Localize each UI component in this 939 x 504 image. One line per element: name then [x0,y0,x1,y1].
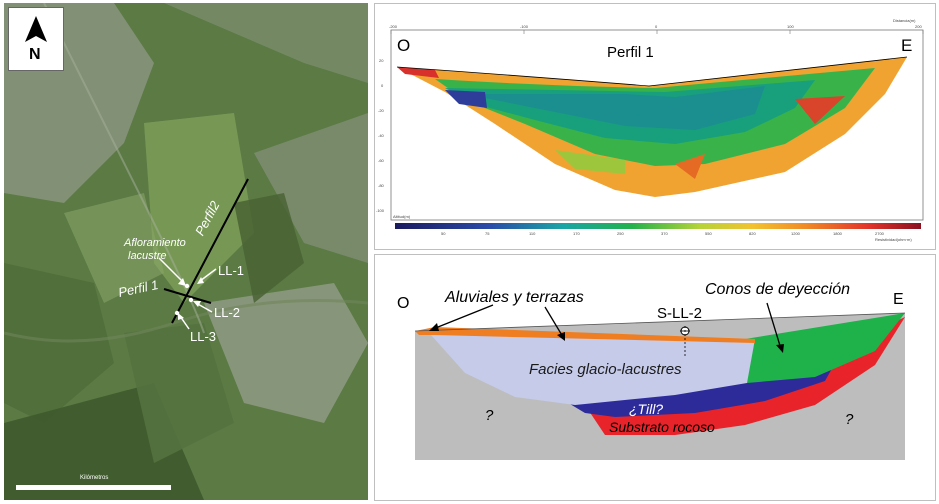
alluvial-layer [415,327,755,343]
profile-title: Perfil 1 [607,44,654,61]
colorbar-tick: 1200 [791,231,800,236]
left-axis-tick: -20 [378,108,384,113]
profile-east-label: E [901,36,913,55]
scale-bar [16,485,171,490]
profile1-line [163,288,212,304]
colorbar-tick: 370 [661,231,668,236]
colorbar-label: Resistividad(ohm·m) [875,237,912,242]
north-label: N [29,46,41,63]
geological-schema: O E Aluviales y terrazas Conos de deyecc… [374,254,936,501]
outcrop-label-2: lacustre [128,250,167,262]
bedrock-label: Substrato rocoso [609,419,715,435]
outcrop-label-1: Afloramiento [124,237,186,249]
schema-drawing [414,302,906,460]
colorbar-tick: 820 [749,231,756,236]
unknown-right: ? [845,411,854,428]
profile-lines [158,178,249,330]
top-axis-tick: -200 [389,24,398,29]
left-axis-tick: -100 [376,208,385,213]
profile2-line [171,178,249,324]
top-axis-unit: Distancia(m) [893,18,916,23]
colorbar-tick: 170 [573,231,580,236]
colorbar-tick: 550 [705,231,712,236]
point-label-ll3: LL-3 [190,329,217,344]
left-axis-tick: 20 [379,58,384,63]
colorbar-tick: 1800 [833,231,842,236]
top-axis-tick: 200 [915,24,922,29]
colorbar-tick: 250 [617,231,624,236]
schema-east-label: E [893,291,904,308]
profile-west-label: O [397,36,411,55]
left-axis-tick: -60 [378,158,384,163]
glacio-label: Facies glacio-lacustres [529,361,682,378]
unknown-left: ? [485,407,494,424]
aerial-map: N Afloramiento lacustre Perfil 1 Perfil2… [4,3,368,500]
alluvial-label: Aluviales y terrazas [445,289,584,306]
resistivity-plot [390,29,924,229]
scale-label: Kilómetros [80,475,109,481]
schema-west-label: O [397,295,410,312]
point-label-ll1: LL-1 [218,263,245,278]
cones-layer [745,313,905,383]
cones-label: Conos de deyección [705,281,850,298]
glacio-layer [431,335,755,405]
colorbar-tick: 110 [529,231,536,236]
aerial-terrain [4,3,368,500]
left-axis-tick: -80 [378,183,384,188]
colorbar-tick: 75 [485,231,490,236]
north-arrow: N [8,7,64,71]
colorbar-tick: 50 [441,231,446,236]
left-axis-tick: -40 [378,133,384,138]
point-ll3 [174,310,180,316]
left-axis-tick: 0 [381,83,384,88]
borehole-label: S-LL-2 [657,305,703,322]
colorbar [395,223,921,229]
point-ll2 [188,297,194,303]
top-axis-tick: -100 [520,24,529,29]
point-label-ll2: LL-2 [214,305,241,320]
top-axis-tick: 100 [787,24,794,29]
top-axis-tick: 0 [655,24,658,29]
colorbar-tick: 2700 [875,231,884,236]
point-ll1 [184,283,190,289]
left-axis-unit: Altitud(m) [393,214,411,219]
resistivity-profile: O E Perfil 1 -200 -100 0 100 200 Distanc… [374,3,936,250]
till-label: ¿Till? [629,401,664,417]
north-arrow-icon [25,16,47,42]
